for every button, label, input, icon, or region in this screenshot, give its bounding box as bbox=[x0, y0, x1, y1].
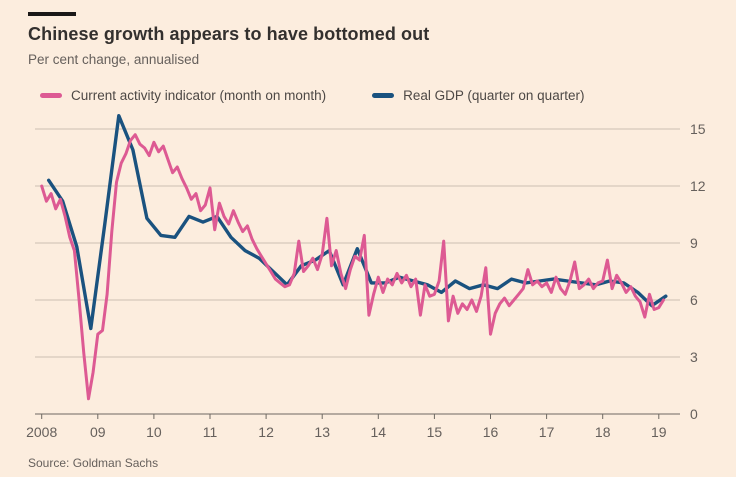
legend: Current activity indicator (month on mon… bbox=[40, 88, 584, 103]
chart-title: Chinese growth appears to have bottomed … bbox=[28, 24, 430, 44]
chart-subtitle: Per cent change, annualised bbox=[28, 52, 200, 67]
y-tick-label: 12 bbox=[690, 178, 706, 194]
x-tick-label: 17 bbox=[539, 424, 555, 440]
x-tick-label: 13 bbox=[314, 424, 330, 440]
x-tick-label: 18 bbox=[595, 424, 611, 440]
x-tick-label: 19 bbox=[651, 424, 667, 440]
y-tick-label: 15 bbox=[690, 121, 706, 137]
x-tick-label: 15 bbox=[427, 424, 443, 440]
x-tick-label: 09 bbox=[90, 424, 106, 440]
source-note: Source: Goldman Sachs bbox=[28, 456, 159, 470]
y-tick-label: 0 bbox=[690, 406, 698, 422]
x-tick-label: 16 bbox=[483, 424, 499, 440]
x-tick-label: 14 bbox=[371, 424, 387, 440]
x-tick-label: 2008 bbox=[26, 424, 57, 440]
gdp-line bbox=[47, 113, 668, 331]
gdp-line-swatch-icon bbox=[372, 93, 395, 98]
legend-item-cai: Current activity indicator (month on mon… bbox=[40, 88, 326, 103]
cai-line-swatch-icon bbox=[40, 93, 62, 98]
x-tick-label: 10 bbox=[146, 424, 162, 440]
x-tick-label: 11 bbox=[203, 424, 218, 440]
y-tick-label: 9 bbox=[690, 235, 698, 251]
legend-label-gdp: Real GDP (quarter on quarter) bbox=[403, 88, 585, 103]
x-tick-label: 12 bbox=[258, 424, 274, 440]
y-tick-label: 3 bbox=[690, 349, 698, 365]
cai-line bbox=[40, 133, 665, 401]
y-tick-label: 6 bbox=[690, 292, 698, 308]
legend-item-gdp: Real GDP (quarter on quarter) bbox=[372, 88, 584, 103]
ft-top-rule bbox=[28, 12, 76, 16]
legend-label-cai: Current activity indicator (month on mon… bbox=[71, 88, 327, 103]
